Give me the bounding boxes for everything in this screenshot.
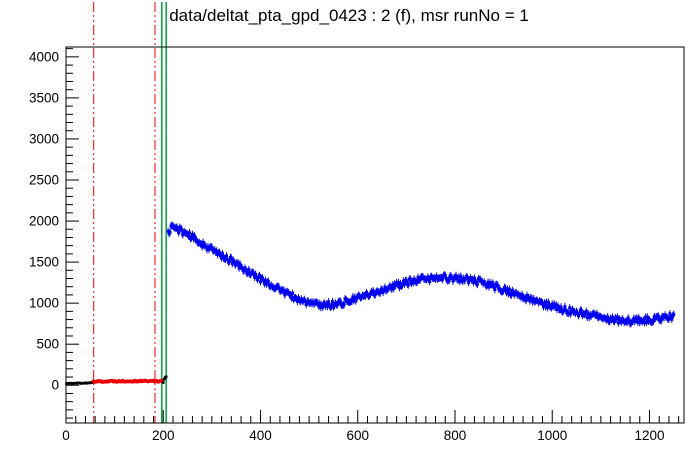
y-axis-labels: 0 500 1000 1500 2000 2500 3000 3500 4000	[29, 49, 59, 392]
x-axis-ticks	[65, 410, 680, 423]
x-tick-label: 400	[249, 428, 272, 443]
x-tick-label: 200	[152, 428, 175, 443]
series-t0-rise-black	[161, 375, 168, 385]
plot-frame	[65, 46, 685, 424]
x-tick-label: 0	[62, 428, 70, 443]
x-tick-label: 1200	[634, 428, 664, 443]
y-tick-label: 4000	[29, 49, 59, 64]
x-tick-label: 600	[346, 428, 369, 443]
x-tick-label: 1000	[537, 428, 567, 443]
y-axis-ticks	[66, 48, 79, 419]
y-tick-label: 3000	[29, 131, 59, 146]
series-muon-decay-blue	[166, 221, 676, 328]
y-tick-label: 1000	[29, 296, 59, 311]
y-tick-label: 3500	[29, 90, 59, 105]
series-pre-t0-black	[65, 381, 95, 386]
y-tick-label: 2500	[29, 172, 59, 187]
series-background-window-red	[91, 378, 164, 384]
y-tick-label: 0	[51, 378, 59, 393]
y-tick-label: 1500	[29, 255, 59, 270]
cursor-lines	[93, 2, 167, 423]
y-tick-label: 500	[36, 337, 59, 352]
y-tick-label: 2000	[29, 214, 59, 229]
x-tick-label: 800	[444, 428, 467, 443]
x-axis-labels: 0 200 400 600 800 1000 1200	[62, 428, 664, 443]
